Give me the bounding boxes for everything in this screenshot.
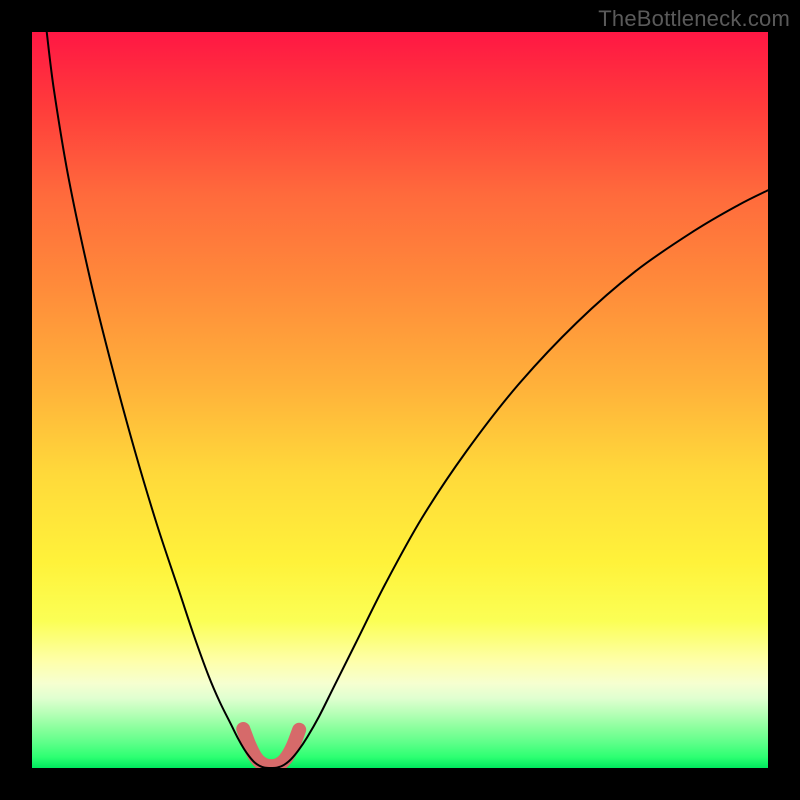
bottleneck-chart (0, 0, 800, 800)
watermark-text: TheBottleneck.com (598, 6, 790, 32)
chart-container: TheBottleneck.com (0, 0, 800, 800)
chart-plot-area (32, 32, 768, 768)
